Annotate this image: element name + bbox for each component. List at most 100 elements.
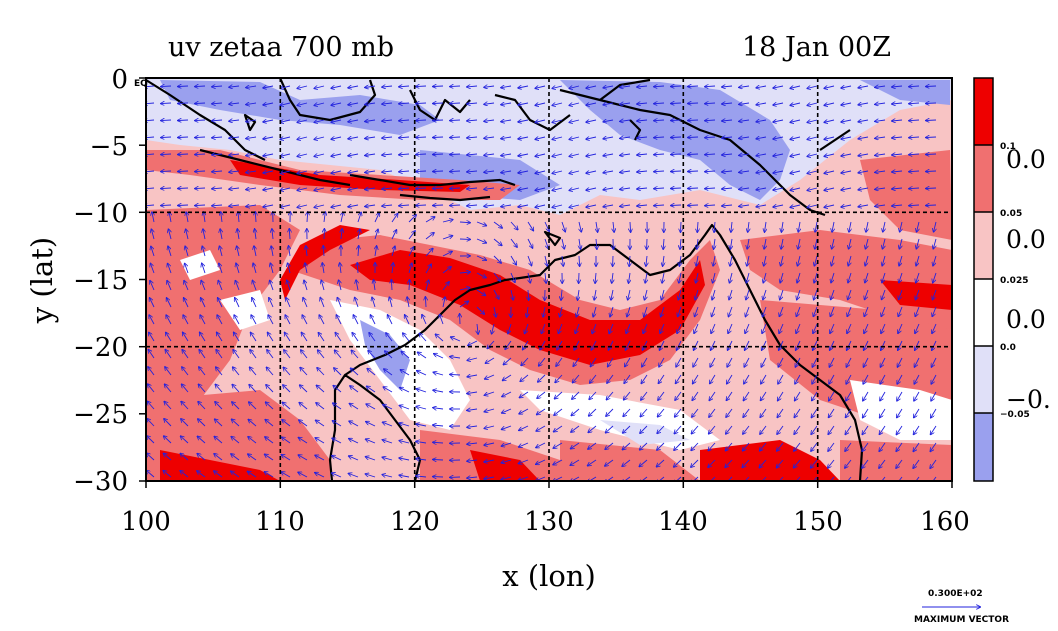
wind-vector	[828, 442, 835, 451]
wind-vector	[579, 238, 581, 249]
wind-vector	[926, 86, 937, 87]
wind-vector	[433, 205, 444, 206]
wind-vector	[151, 264, 155, 274]
wind-vector	[297, 103, 308, 105]
wind-vector	[284, 350, 291, 359]
wind-vector	[778, 391, 784, 401]
wind-vector	[523, 340, 529, 350]
wind-vector	[744, 357, 750, 367]
wind-vector	[467, 86, 478, 87]
wind-vector	[503, 374, 512, 380]
wind-vector	[552, 205, 563, 207]
wind-vector	[399, 120, 410, 121]
wind-vector	[671, 86, 682, 87]
wind-vector	[866, 221, 868, 232]
wind-vector	[915, 357, 920, 367]
wind-vector	[883, 221, 885, 232]
wind-vector	[216, 367, 223, 376]
wind-vector	[400, 388, 410, 393]
wind-vector	[696, 255, 698, 266]
wind-vector	[280, 205, 291, 207]
wind-vector	[146, 205, 155, 206]
vector-key-caption: MAXIMUM VECTOR	[914, 615, 1009, 625]
wind-vector	[722, 86, 733, 87]
wind-vector	[807, 137, 818, 139]
wind-vector	[183, 333, 189, 342]
wind-vector	[212, 86, 223, 87]
wind-vector	[606, 425, 614, 433]
wind-vector	[552, 137, 563, 139]
wind-vector	[535, 137, 546, 139]
wind-vector	[484, 205, 495, 206]
wind-vector	[848, 289, 852, 299]
wind-vector	[485, 374, 495, 379]
wind-vector	[743, 408, 750, 417]
wind-vector	[892, 171, 903, 172]
wind-vector	[269, 298, 274, 308]
wind-vector	[875, 137, 886, 138]
wind-vector	[930, 459, 937, 468]
wind-vector	[779, 323, 784, 333]
wind-vector	[730, 272, 733, 283]
y-tick-label: −30	[73, 467, 128, 497]
wind-vector	[186, 229, 188, 240]
wind-vector	[569, 171, 580, 173]
wind-vector	[450, 205, 461, 206]
wind-vector	[915, 306, 920, 316]
wind-vector	[332, 438, 342, 444]
colorbar-swatch	[974, 279, 993, 346]
wind-vector	[671, 171, 682, 172]
wind-vector	[353, 315, 359, 325]
wind-vector	[212, 154, 223, 155]
wind-vector	[399, 154, 410, 155]
wind-vector	[161, 86, 172, 87]
wind-vector	[705, 120, 716, 121]
wind-vector	[282, 455, 291, 461]
wind-vector	[459, 272, 470, 273]
wind-vector	[540, 340, 546, 350]
wind-vector	[654, 120, 665, 121]
wind-vector	[812, 357, 818, 367]
wind-vector	[899, 272, 903, 283]
wind-vector	[436, 334, 444, 342]
wind-vector	[882, 272, 886, 283]
wind-vector	[574, 340, 580, 350]
wind-vector	[518, 171, 529, 173]
wind-vector	[764, 255, 766, 266]
wind-vector	[569, 86, 580, 88]
wind-vector	[501, 188, 512, 190]
wind-vector	[263, 103, 274, 105]
wind-vector	[864, 340, 869, 350]
wind-vector	[408, 215, 416, 223]
wind-vector	[216, 350, 223, 359]
wind-vector	[807, 120, 818, 122]
wind-vector	[709, 408, 716, 417]
wind-vector	[536, 442, 546, 448]
wind-vector	[195, 171, 206, 172]
wind-vector	[487, 340, 495, 348]
wind-vector	[399, 137, 410, 138]
wind-vector	[508, 323, 512, 334]
wind-vector	[661, 289, 664, 300]
wind-vector	[569, 120, 580, 122]
wind-vector	[892, 154, 903, 155]
wind-vector	[725, 459, 733, 467]
wind-vector	[569, 154, 580, 156]
wind-vector	[913, 459, 920, 468]
wind-vector	[484, 460, 495, 462]
wind-vector	[714, 238, 715, 249]
wind-vector	[688, 188, 699, 189]
wind-vector	[434, 354, 444, 359]
wind-vector	[773, 205, 784, 207]
wind-vector	[232, 419, 240, 427]
wind-vector	[231, 454, 240, 461]
wind-vector	[730, 238, 732, 249]
wind-vector	[569, 137, 580, 139]
wind-vector	[521, 357, 529, 365]
vector-key: 0.300E+02 MAXIMUM VECTOR	[914, 589, 1009, 625]
wind-vector	[535, 205, 546, 207]
wind-vector	[748, 221, 749, 232]
wind-vector	[881, 340, 886, 350]
wind-vector	[916, 238, 919, 249]
